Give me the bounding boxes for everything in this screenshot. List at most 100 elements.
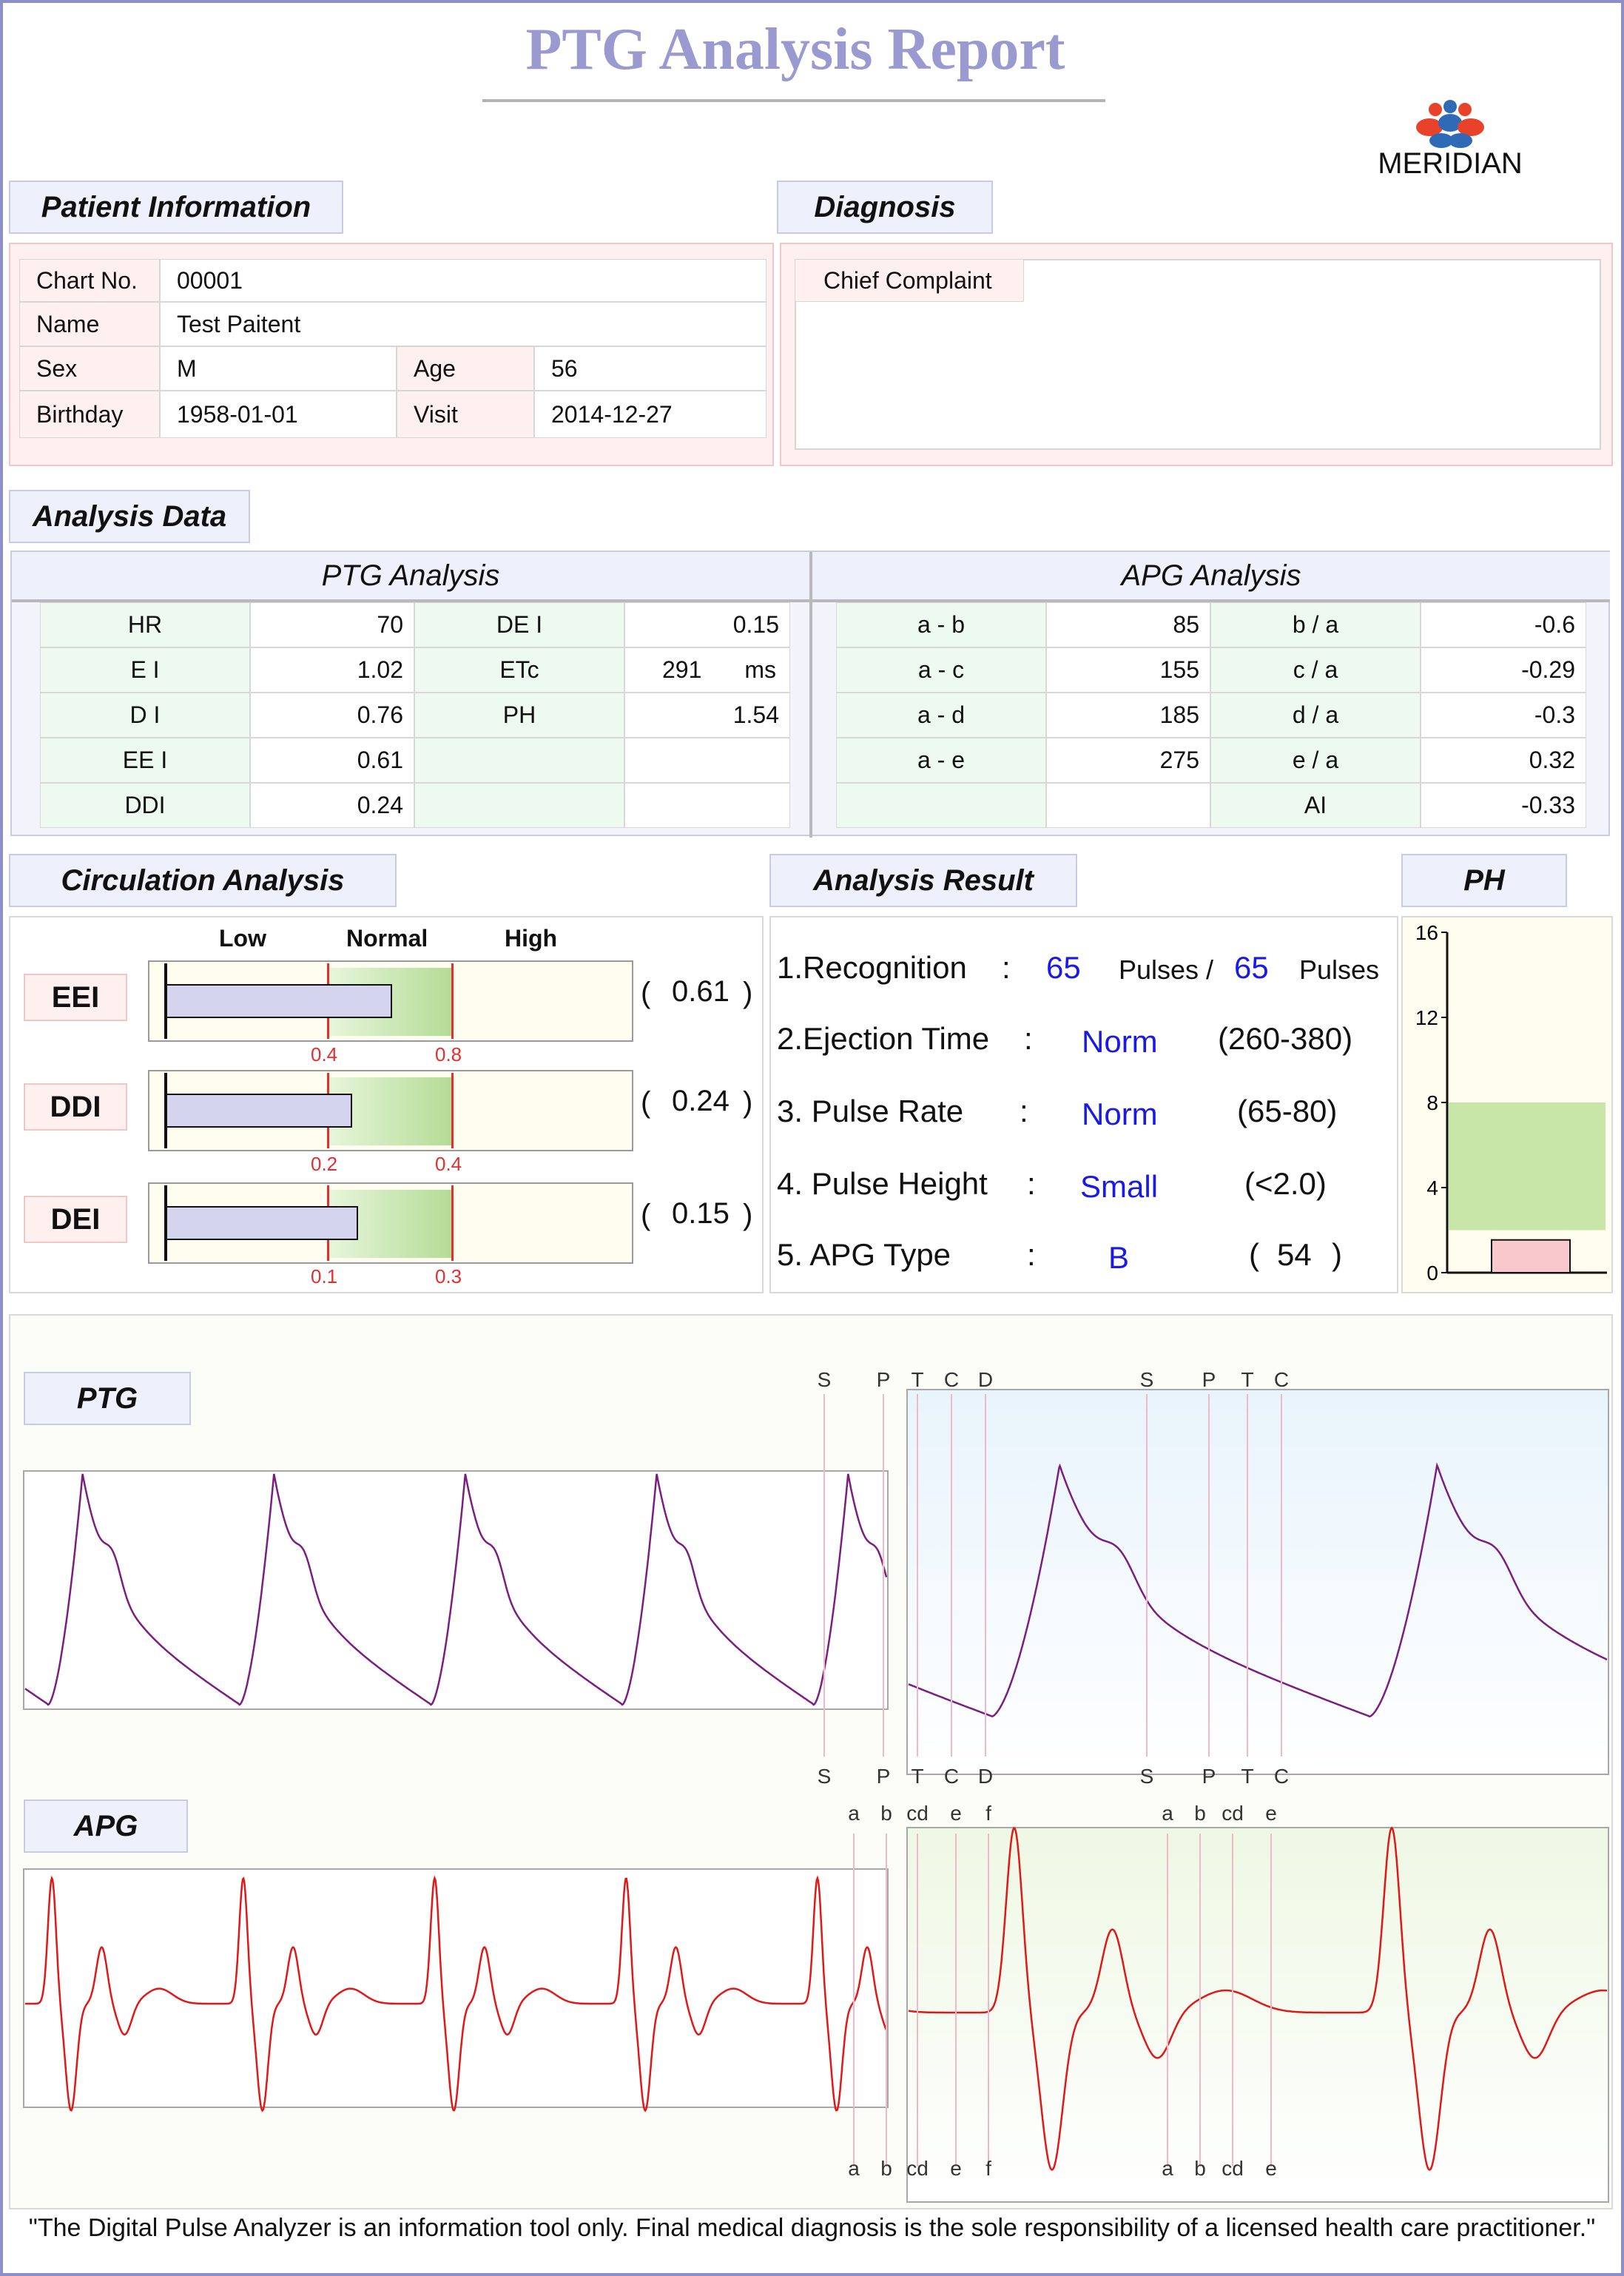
age-label: Age [397,346,534,391]
circ-open-paren: ( [641,977,651,1009]
ph-heading-text: PH [1463,863,1505,897]
ptg-overview-box [23,1470,889,1710]
ejection-time-colon: : [1024,1021,1033,1056]
circ-value-text: 0.15 [672,1197,730,1230]
ejection-time-label: 2.Ejection Time [777,1021,990,1056]
chief-complaint-label: Chief Complaint [795,259,1024,302]
apg-marker-bottom: e [1265,2157,1277,2180]
pulse-height-range: (<2.0) [1244,1166,1327,1201]
recognition-colon: : [1002,950,1011,985]
chief-complaint-box [795,259,1601,450]
title-underline [482,99,1105,102]
logo-text: MERIDIAN [1378,147,1523,180]
ptg-overview-trace [24,1473,888,1706]
circulation-panel: Low Normal High EEI 0.4 0.8 (0.61) DDI 0.2 0.4… [9,916,764,1293]
circ-close-paren: ) [743,1199,753,1231]
circ-bar-label: DDI [24,1083,127,1131]
ptg-marker-bottom: D [978,1765,993,1788]
ph-y-tick-label: 12 [1415,1006,1438,1029]
apg-analysis-heading: APG Analysis [812,552,1610,602]
ptg-cell-k2 [414,738,624,783]
circ-high-threshold [451,1073,454,1148]
circ-value-bar [166,984,393,1018]
apg-cell-v1: 85 [1046,602,1210,647]
ptg-cell-v2 [624,783,790,828]
ph-chart-panel: 16 12 8 4 0 [1401,916,1613,1293]
meridian-logo: MERIDIAN [1347,99,1554,181]
circ-high-tick: 0.3 [435,1265,462,1287]
circ-low-tick: 0.2 [311,1153,338,1175]
ph-chart: 16 12 8 4 0 [1415,921,1607,1285]
ptg-cell-k1: E I [40,647,250,693]
ph-y-tick-label: 16 [1415,921,1438,944]
apg-overview-trace [25,1875,888,2112]
apg-marker-bottom: a [1162,2157,1173,2180]
circ-bar-label: DEI [24,1196,127,1243]
ptg-marker-bottom: C [1274,1765,1289,1788]
ptg-marker-top: T [1241,1368,1253,1391]
apg-marker-top: e [950,1802,962,1825]
apg-cell-k2: b / a [1210,602,1421,647]
circ-value-bar [166,1094,352,1128]
apg-cell-v2: -0.33 [1421,783,1586,828]
analysis-data-heading: Analysis Data [9,490,250,543]
sex-label: Sex [19,346,160,391]
apg-overview-box [23,1868,889,2108]
apg-marker-bottom: f [985,2157,991,2180]
diagnosis-heading: Diagnosis [777,181,993,234]
apg-cell-k1 [836,783,1046,828]
circ-low-tick: 0.4 [311,1043,338,1065]
apg-marker-top: a [1162,1802,1173,1825]
name-value: Test Paitent [160,302,766,346]
ptg-marker-bottom: P [877,1765,891,1788]
ejection-time-value: Norm [1082,1024,1158,1059]
apg-type-label: 5. APG Type [777,1237,951,1272]
ptg-cell-k1: DDI [40,783,250,828]
ptg-cell-k1: HR [40,602,250,647]
apg-cell-k2: e / a [1210,738,1421,783]
ptg-chart-heading: PTG [24,1372,191,1425]
apg-chart-heading: APG [24,1799,188,1853]
diagnosis-panel: Chief Complaint [780,243,1613,466]
circulation-analysis-heading: Circulation Analysis [9,854,397,907]
apg-marker-bottom: cd [1222,2157,1244,2180]
ph-heading: PH [1401,854,1567,907]
ptg-cell-v2: 0.15 [624,602,790,647]
recognition-total: 65 [1234,950,1269,985]
apg-cell-k2: c / a [1210,647,1421,693]
analysis-data-panel: PTG Analysis APG Analysis HR 70 DE I 0.15 E … [10,551,1610,838]
apg-cell-v2: 0.32 [1421,738,1586,783]
age-value: 56 [534,346,766,391]
recognition-count: 65 [1046,950,1081,985]
apg-cell-k1: a - c [836,647,1046,693]
apg-cell-k2: AI [1210,783,1421,828]
ptg-detail-box [906,1389,1609,1775]
ptg-marker-bottom: P [1202,1765,1216,1788]
apg-cell-k1: a - b [836,602,1046,647]
apg-marker-top: cd [1222,1802,1244,1825]
disclaimer-footer: "The Digital Pulse Analyzer is an inform… [28,2214,1596,2242]
patient-info-heading: Patient Information [9,181,343,234]
ptg-marker-top: C [1274,1368,1289,1391]
pulse-rate-value: Norm [1082,1097,1158,1131]
ptg-marker-top: S [818,1368,832,1391]
apg-marker-top: e [1265,1802,1277,1825]
apg-marker-top: b [1194,1802,1206,1825]
ptg-cell-v1: 0.24 [250,783,414,828]
apg-cell-v2: -0.3 [1421,693,1586,738]
ptg-marker-top: T [911,1368,923,1391]
apg-cell-v1: 185 [1046,693,1210,738]
ptg-marker-bottom: S [1140,1765,1154,1788]
circ-high-tick: 0.8 [435,1043,462,1065]
pulse-height-colon: : [1027,1166,1036,1201]
ptg-cell-v1: 70 [250,602,414,647]
ptg-marker-bottom: C [944,1765,959,1788]
ptg-marker-bottom: T [911,1765,923,1788]
ptg-marker-top: D [978,1368,993,1391]
analysis-result-panel: 1.Recognition : 65 Pulses / 65 Pulses 2.… [769,916,1398,1293]
ptg-cell-v2: 291 ms [624,647,790,693]
ptg-marker-bottom: T [1241,1765,1253,1788]
